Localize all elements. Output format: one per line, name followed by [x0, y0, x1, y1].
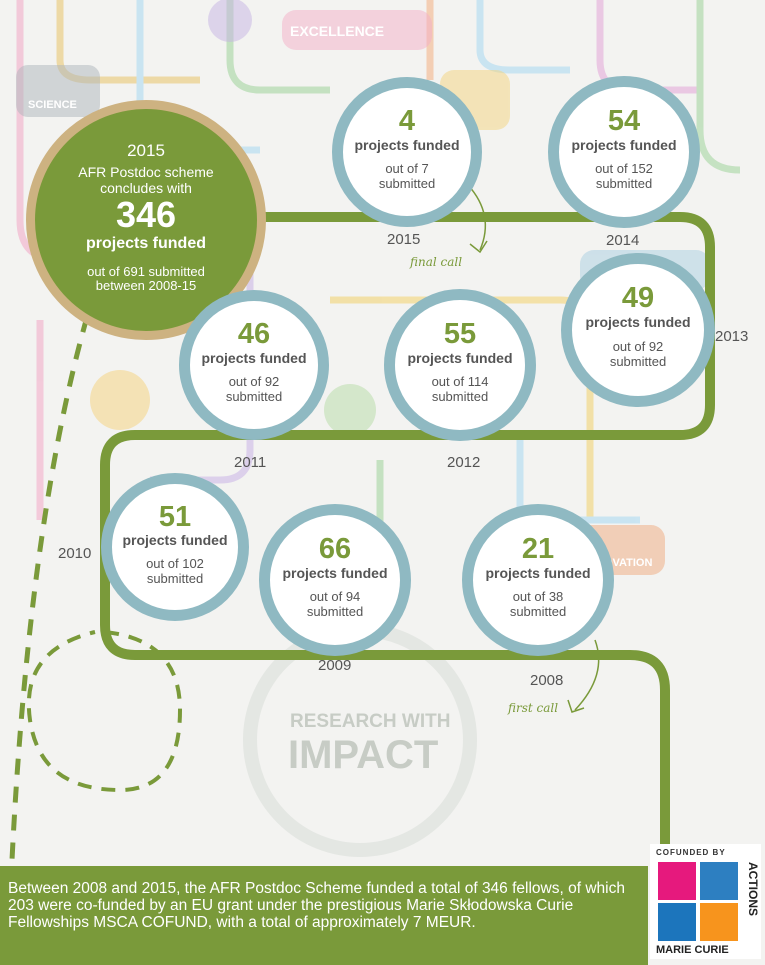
year-label-2009: 2009: [318, 657, 352, 674]
funded-label: projects funded: [407, 349, 513, 366]
funded-value: 55: [443, 317, 477, 350]
year-circle-2014: 54 projects funded out of 152 submitted: [548, 76, 700, 228]
submitted-text: out of 38 submitted: [509, 589, 567, 620]
year-label-2013: 2013: [715, 328, 749, 345]
year-circle-2013: 49 projects funded out of 92 submitted: [561, 253, 715, 407]
year-label-2014: 2014: [606, 232, 640, 249]
funded-value: 51: [158, 500, 192, 533]
logo-tile-1: [658, 862, 696, 900]
funded-label: projects funded: [201, 349, 307, 366]
funded-value: 54: [607, 104, 641, 137]
submitted-text: out of 102 submitted: [146, 555, 204, 586]
excellence-label: EXCELLENCE: [290, 23, 384, 39]
logo-tile-3: [658, 903, 696, 941]
year-circle-2009: 66 projects funded out of 94 submitted: [259, 504, 411, 656]
logo-tile-4: [700, 903, 738, 941]
submitted-text: out of 94 submitted: [306, 589, 364, 620]
year-circle-2015: 4 projects funded out of 7 submitted: [332, 77, 482, 227]
highlight-year: 2015: [127, 141, 165, 160]
impact-label: IMPACT: [288, 733, 438, 777]
submitted-text: out of 152 submitted: [595, 161, 653, 192]
year-circle-2010: 51 projects funded out of 102 submitted: [101, 473, 249, 621]
submitted-text: out of 7 submitted: [378, 160, 436, 191]
logo-bottom-text: MARIE CURIE: [656, 944, 729, 956]
funded-label: projects funded: [571, 136, 677, 153]
funded-label: projects funded: [585, 314, 691, 331]
funded-label: projects funded: [282, 564, 388, 581]
year-label-2008: 2008: [530, 672, 564, 689]
funded-label: projects funded: [485, 564, 591, 581]
highlight-submitted: out of 691 submitted between 2008-15: [87, 264, 205, 293]
highlight-headline: AFR Postdoc scheme concludes with: [78, 164, 214, 196]
logo-top-text: COFUNDED BY: [656, 848, 726, 857]
year-circle-2012: 55 projects funded out of 114 submitted: [384, 289, 536, 441]
funded-value: 21: [521, 532, 555, 565]
footer-banner: Between 2008 and 2015, the AFR Postdoc S…: [0, 866, 648, 965]
funded-label: projects funded: [354, 136, 460, 153]
year-label-2011: 2011: [234, 454, 267, 471]
submitted-text: out of 92 submitted: [225, 373, 283, 404]
submitted-text: out of 114 submitted: [431, 374, 489, 405]
year-label-2010: 2010: [58, 545, 92, 562]
logo-tile-2: [700, 862, 738, 900]
footer-text: Between 2008 and 2015, the AFR Postdoc S…: [8, 880, 625, 931]
funded-value: 4: [398, 105, 416, 138]
final-call-note: final call: [410, 255, 463, 269]
funded-value: 49: [621, 281, 655, 314]
first-call-note: first call: [508, 701, 559, 715]
highlight-value: 346: [115, 194, 177, 235]
funded-label: projects funded: [122, 532, 228, 549]
highlight-funded-label: projects funded: [85, 235, 206, 252]
year-label-2015: 2015: [387, 231, 421, 248]
research-with-label: RESEARCH WITH: [290, 711, 450, 732]
year-label-2012: 2012: [447, 454, 481, 471]
year-circle-2008: 21 projects funded out of 38 submitted: [462, 504, 614, 656]
logo-side-text: ACTIONS: [746, 862, 760, 916]
marie-curie-logo: COFUNDED BY ACTIONS MARIE CURIE: [650, 844, 761, 959]
year-circle-2011: 46 projects funded out of 92 submitted: [179, 290, 329, 440]
funded-value: 66: [318, 532, 352, 565]
science-label: SCIENCE: [28, 99, 77, 111]
submitted-text: out of 92 submitted: [609, 339, 667, 370]
funded-value: 46: [237, 318, 271, 351]
